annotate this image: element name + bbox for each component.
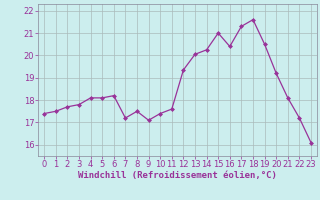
- X-axis label: Windchill (Refroidissement éolien,°C): Windchill (Refroidissement éolien,°C): [78, 171, 277, 180]
